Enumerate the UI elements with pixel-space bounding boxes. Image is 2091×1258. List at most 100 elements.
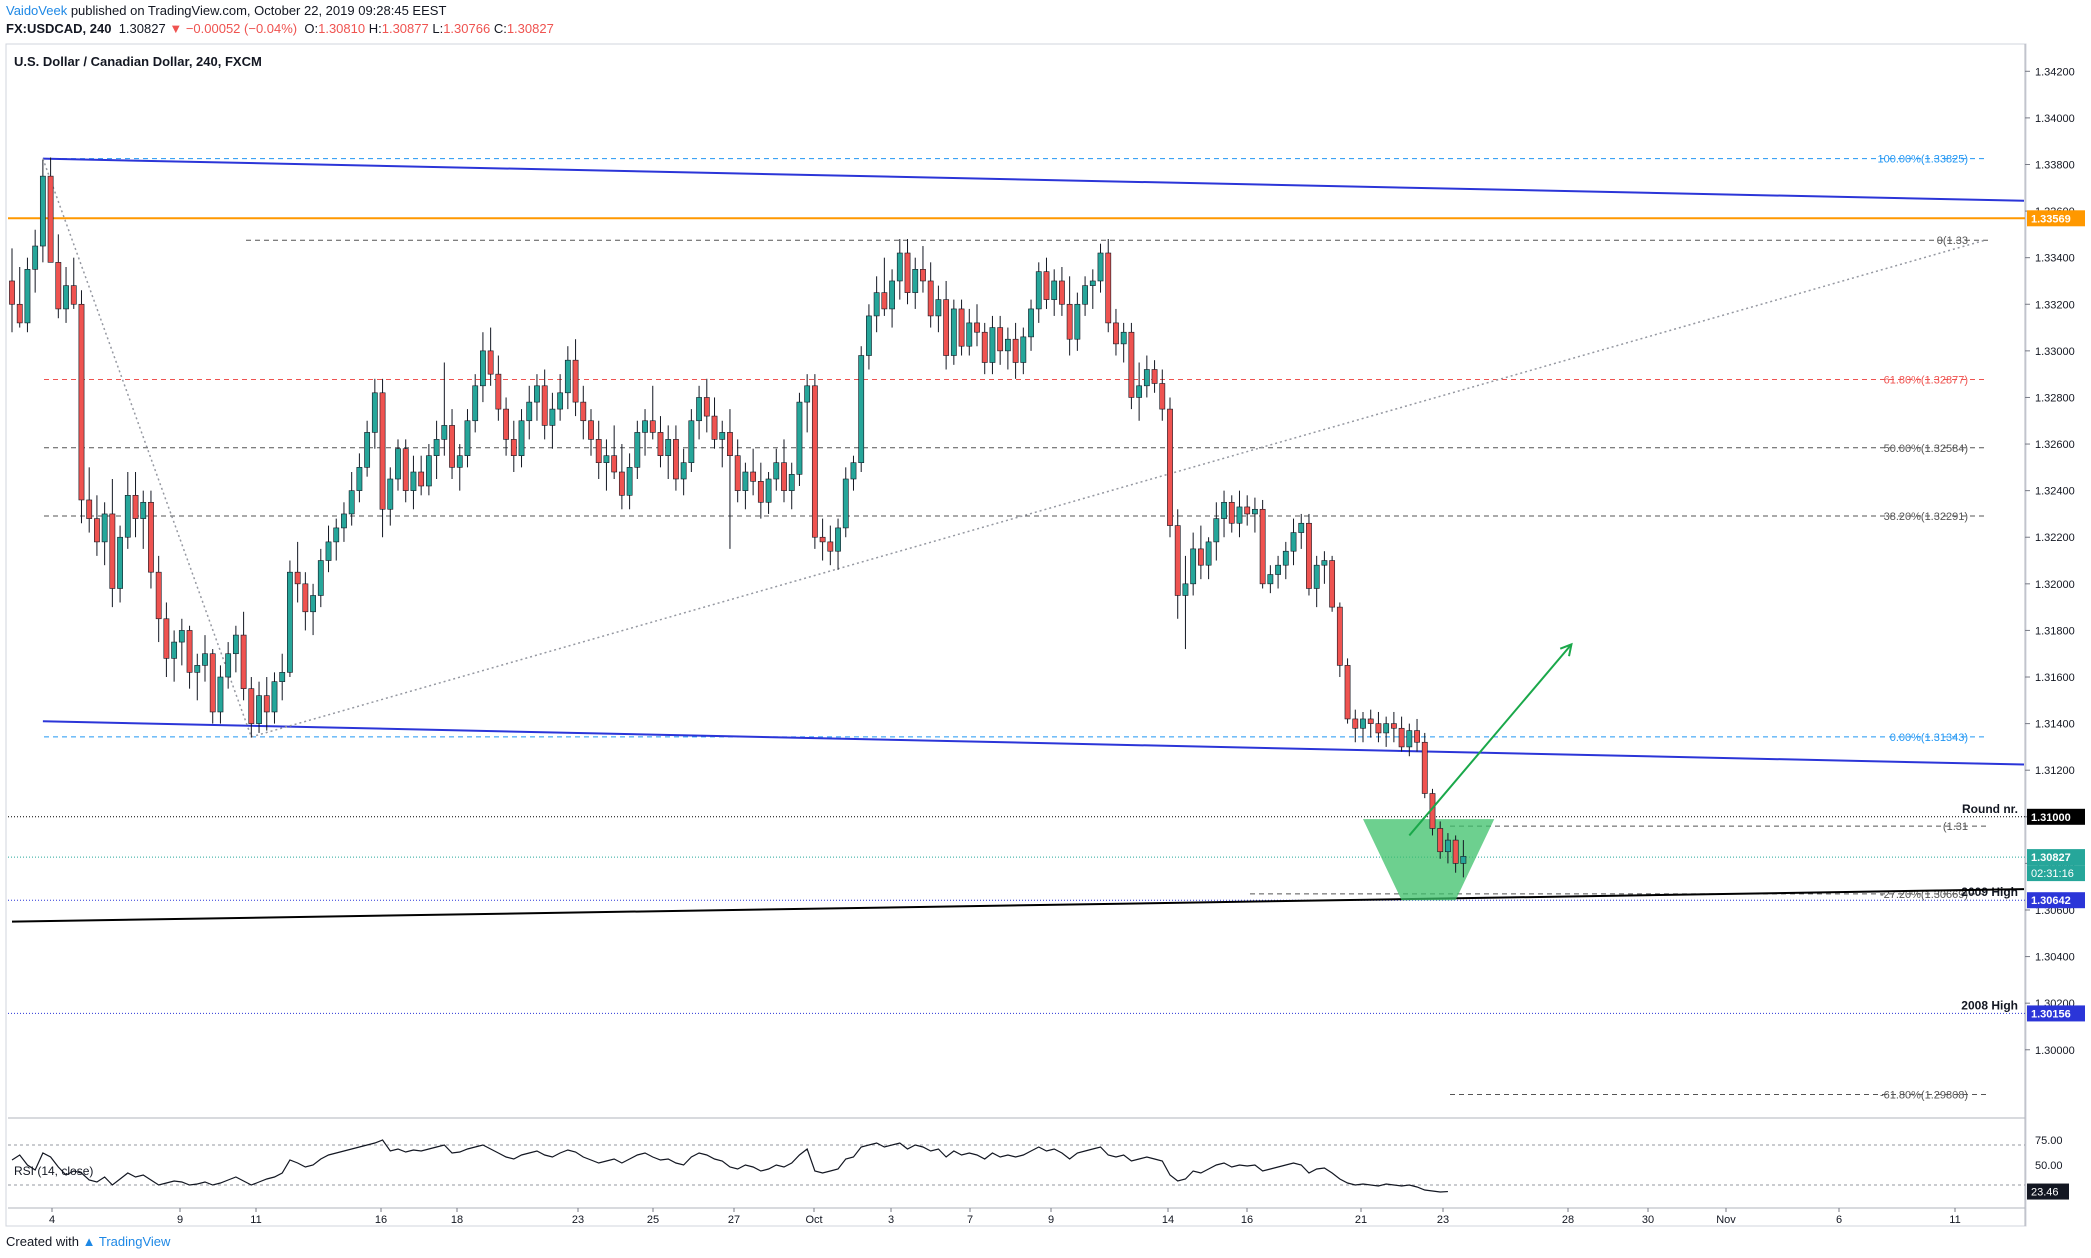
candle-body bbox=[1367, 718, 1374, 724]
candle-body bbox=[518, 420, 525, 456]
candle-body bbox=[1445, 839, 1451, 853]
candle-body bbox=[796, 401, 803, 475]
candle-body bbox=[1043, 271, 1050, 300]
candle-body bbox=[958, 308, 965, 347]
candle-body bbox=[526, 401, 533, 422]
channel-lower-line bbox=[42, 720, 2025, 766]
chart-frame bbox=[5, 43, 2027, 1227]
candle-body bbox=[1136, 385, 1143, 398]
candle-body bbox=[611, 455, 618, 473]
candle-body bbox=[549, 408, 556, 426]
candle-body bbox=[433, 439, 440, 456]
candle-body bbox=[734, 455, 741, 491]
footer-created-text: Created with bbox=[6, 1234, 79, 1249]
candle-body bbox=[757, 481, 764, 503]
candle-body bbox=[1074, 303, 1081, 340]
candle-body bbox=[858, 355, 865, 463]
tradingview-logo-icon[interactable]: ▲ bbox=[82, 1234, 96, 1249]
candle-body bbox=[472, 385, 479, 422]
candle-body bbox=[842, 478, 849, 529]
candle-body bbox=[534, 385, 540, 403]
fib-level-label: 0.00%(1.31343) bbox=[1890, 732, 1968, 744]
candle-body bbox=[950, 308, 957, 356]
close-label: C: bbox=[493, 21, 507, 36]
candle-body bbox=[209, 653, 216, 713]
candle-body bbox=[642, 420, 648, 433]
chart-canvas[interactable]: U.S. Dollar / Canadian Dollar, 240, FXCM… bbox=[0, 40, 2091, 1230]
candle-body bbox=[595, 439, 602, 463]
candle-body bbox=[1097, 252, 1104, 282]
price-marker bbox=[2027, 892, 2085, 909]
candle-body bbox=[47, 175, 54, 263]
candle-body bbox=[1398, 727, 1405, 748]
candle-body bbox=[63, 285, 69, 310]
candle-body bbox=[302, 583, 309, 613]
candle-body bbox=[487, 350, 494, 375]
candle-body bbox=[39, 175, 46, 247]
candle-body bbox=[1035, 271, 1042, 310]
candle-body bbox=[935, 299, 942, 317]
candle-body bbox=[1066, 303, 1073, 340]
price-marker bbox=[2027, 808, 2085, 825]
candle-body bbox=[1298, 522, 1305, 533]
candle-body bbox=[819, 536, 826, 543]
close-value: 1.30827 bbox=[506, 21, 554, 36]
level-label: 2009 High bbox=[1961, 885, 2018, 899]
candle-body bbox=[101, 513, 108, 543]
candle-body bbox=[364, 432, 371, 468]
y-tick-label: 1.31800 bbox=[2035, 625, 2075, 637]
trend-line bbox=[11, 888, 2025, 923]
candle-body bbox=[989, 327, 996, 363]
candle-body bbox=[773, 462, 780, 480]
candle-body bbox=[202, 653, 208, 666]
candle-body bbox=[402, 448, 409, 491]
rsi-tick-label: 75.00 bbox=[2035, 1135, 2063, 1147]
y-tick-label: 1.31200 bbox=[2035, 765, 2075, 777]
candle-body bbox=[371, 392, 378, 433]
candle-body bbox=[1012, 338, 1019, 363]
candle-body bbox=[603, 455, 610, 463]
candle-body bbox=[1151, 369, 1158, 384]
y-tick-label: 1.30400 bbox=[2035, 952, 2075, 964]
high-value: 1.30877 bbox=[381, 21, 429, 36]
candle-body bbox=[618, 471, 625, 496]
rsi-current-box bbox=[2027, 1183, 2069, 1200]
x-tick-label: 28 bbox=[1562, 1214, 1574, 1226]
candle-body bbox=[1252, 508, 1258, 515]
x-tick-label: 16 bbox=[375, 1214, 387, 1226]
price-marker bbox=[2027, 1005, 2085, 1022]
candle-body bbox=[1390, 723, 1397, 729]
author-link[interactable]: VaidoVeek bbox=[6, 3, 68, 18]
candle-body bbox=[117, 536, 123, 589]
candle-body bbox=[981, 331, 988, 363]
candle-body bbox=[1105, 252, 1112, 324]
footer-brand[interactable]: TradingView bbox=[98, 1234, 171, 1249]
x-tick-label: 14 bbox=[1162, 1214, 1174, 1226]
candle-body bbox=[1113, 322, 1119, 345]
candle-body bbox=[927, 280, 934, 317]
candle-body bbox=[379, 392, 386, 510]
fib-level-label: 0(1.33 bbox=[1937, 235, 1968, 247]
x-tick-label: 4 bbox=[49, 1214, 55, 1226]
y-tick-label: 1.31600 bbox=[2035, 672, 2075, 684]
publish-info: VaidoVeek published on TradingView.com, … bbox=[6, 3, 446, 18]
candle-body bbox=[225, 653, 232, 678]
x-tick-label: 23 bbox=[1437, 1214, 1449, 1226]
x-tick-label: 11 bbox=[250, 1214, 261, 1226]
high-label: H: bbox=[368, 21, 382, 36]
symbol-info: FX:USDCAD, 240 1.30827 ▼ −0.00052 (−0.04… bbox=[6, 21, 554, 36]
candle-body bbox=[588, 420, 594, 440]
x-tick-label: 18 bbox=[451, 1214, 463, 1226]
candle-body bbox=[464, 420, 471, 456]
candle-body bbox=[1213, 518, 1220, 543]
candle-body bbox=[232, 634, 239, 655]
candle-body bbox=[912, 269, 919, 293]
countdown-box bbox=[2027, 865, 2085, 882]
candle-body bbox=[1275, 564, 1281, 575]
candle-body bbox=[688, 420, 695, 463]
candle-body bbox=[1437, 828, 1444, 853]
price-marker-label: 1.30156 bbox=[2031, 1008, 2071, 1020]
candle-body bbox=[1051, 280, 1058, 300]
candle-body bbox=[16, 303, 23, 324]
candle-body bbox=[657, 432, 664, 456]
